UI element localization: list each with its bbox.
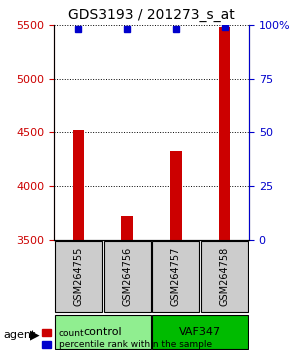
FancyBboxPatch shape [152, 315, 248, 349]
FancyBboxPatch shape [104, 241, 151, 312]
Text: GSM264755: GSM264755 [74, 247, 83, 307]
Text: GSM264757: GSM264757 [171, 247, 181, 307]
Text: VAF347: VAF347 [179, 327, 221, 337]
FancyBboxPatch shape [152, 241, 199, 312]
Title: GDS3193 / 201273_s_at: GDS3193 / 201273_s_at [68, 8, 235, 22]
Text: control: control [83, 327, 122, 337]
Text: GSM264758: GSM264758 [220, 247, 230, 306]
Bar [121, 216, 133, 240]
FancyBboxPatch shape [55, 315, 151, 349]
Legend: count, percentile rank within the sample: count, percentile rank within the sample [40, 327, 214, 351]
FancyBboxPatch shape [55, 241, 102, 312]
Bar [73, 130, 84, 240]
Bar [170, 150, 182, 240]
Bar [219, 27, 230, 240]
FancyBboxPatch shape [201, 241, 248, 312]
Text: GSM264756: GSM264756 [122, 247, 132, 306]
Text: ▶: ▶ [30, 328, 40, 341]
Text: agent: agent [3, 330, 35, 339]
